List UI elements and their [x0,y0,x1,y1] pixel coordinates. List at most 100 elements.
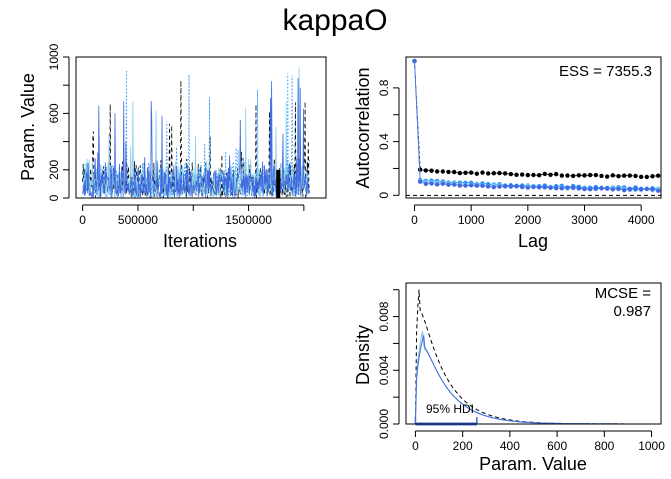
density-mcse-label: MCSE = [595,285,652,302]
acf-point [604,174,610,179]
acf-point [451,169,457,175]
acf-point [463,170,468,176]
x-tick-label: 1000 [458,213,485,227]
acf-series [406,58,661,196]
acf-point [417,179,423,184]
acf-series-line [414,60,659,190]
acf-point [627,173,633,178]
acf-point [587,172,593,178]
density-ylabel: Density [353,325,373,385]
acf-point [536,173,542,178]
acf-point [429,168,434,173]
y-tick-label: 0 [377,192,391,199]
acf-point [514,172,519,178]
acf-point [519,172,525,177]
acf-xlabel: Lag [518,231,548,251]
acf-point [502,171,508,176]
acf-point [423,181,429,187]
acf-point [497,184,502,189]
y-tick-label: 0.4 [377,133,391,150]
acf-point [593,172,599,178]
acf-point [587,187,593,192]
x-tick-label: 200 [453,439,473,453]
acf-point [463,183,468,188]
trace-ylabel: Param. Value [18,73,38,181]
acf-point [565,173,570,178]
acf-point [525,172,531,178]
acf-point [514,184,519,189]
acf-point [604,186,610,191]
x-tick-label: 400 [500,439,520,453]
acf-series-line [414,60,659,191]
acf-point [502,183,508,189]
acf-point [525,185,531,190]
x-tick-label: 3000 [571,213,598,227]
acf-point [457,183,463,188]
acf-point [582,173,587,178]
acf-point [610,173,616,178]
density-plot-frame [405,282,662,425]
acf-point [480,170,485,175]
acf-panel: 0 1000 2000 3000 4000 0 0.4 0.8 ESS = 7355.3 La… [353,56,662,251]
x-tick-label: 1000 [638,439,665,453]
trace-series-line [82,77,310,199]
x-tick-label: 4000 [628,213,655,227]
acf-point [553,185,559,191]
acf-point [480,183,485,188]
acf-point [434,169,440,174]
acf-point [638,186,644,192]
acf-point [576,186,582,191]
acf-point [599,186,604,191]
acf-point [627,187,633,192]
acf-point [599,173,604,179]
acf-point [446,169,451,175]
acf-point [491,184,497,190]
acf-point [644,186,650,192]
y-tick-label: 0.004 [377,355,391,385]
acf-point [531,172,536,178]
trace-plot-frame [75,56,327,199]
figure-title: kappaO [282,4,387,37]
acf-axes: 0 1000 2000 3000 4000 0 0.4 0.8 [377,79,655,227]
acf-ylabel: Autocorrelation [353,67,373,188]
acf-point [616,173,621,179]
acf-point [650,174,655,179]
acf-point [451,182,457,187]
acf-point [440,169,446,174]
acf-point [440,181,446,186]
acf-point [548,185,553,191]
x-tick-label: 0 [79,213,86,227]
trace-panel: 0 500000 1500000 0 200 600 1000 Iterations Par… [18,43,327,251]
acf-point [565,185,570,190]
x-tick-label: 0 [411,213,418,227]
density-mcse-value: 0.987 [613,303,651,320]
acf-point [553,171,559,177]
y-tick-label: 0 [47,194,61,201]
acf-point [485,184,491,189]
acf-point [650,187,655,192]
trace-dense-block [276,169,281,198]
acf-point [474,171,480,176]
acf-point [474,183,480,188]
acf-point [412,58,417,64]
acf-point [519,184,525,190]
density-axes: 0 200 400 600 800 1000 0.000 0.004 0.008 [377,289,665,453]
acf-point [485,171,491,176]
acf-point [644,174,650,180]
trace-axes: 0 500000 1500000 0 200 600 1000 [47,43,305,227]
x-tick-label: 1500000 [225,213,272,227]
acf-point [468,170,474,175]
acf-point [542,184,548,190]
acf-series-line [414,60,659,192]
acf-point [434,182,440,187]
acf-point [638,174,644,179]
y-tick-label: 1000 [47,43,61,70]
acf-point [531,184,536,190]
acf-point [491,171,497,176]
acf-point [542,171,548,177]
trace-xlabel: Iterations [163,231,237,251]
x-tick-label: 500000 [118,213,158,227]
acf-point [423,168,429,173]
acf-point [497,170,502,176]
